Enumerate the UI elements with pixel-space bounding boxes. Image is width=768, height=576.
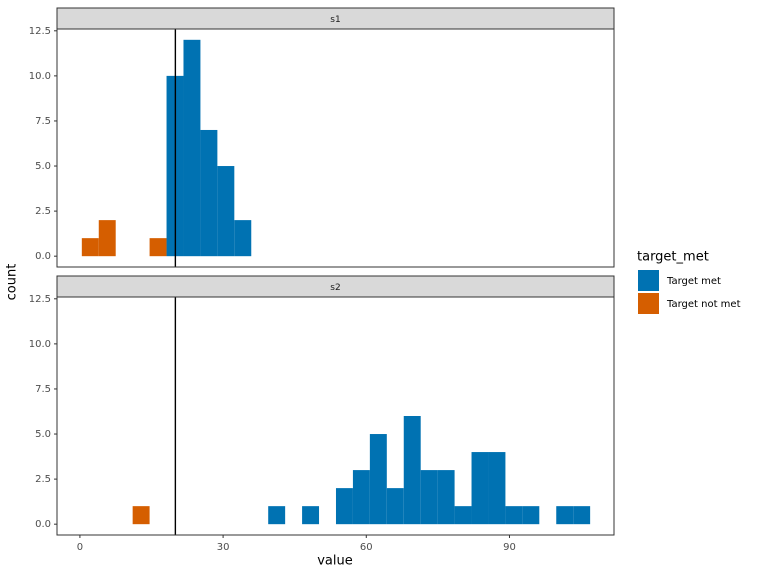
bar <box>217 166 235 257</box>
bar <box>522 506 540 525</box>
y-axis-label: count <box>5 264 20 301</box>
bar <box>183 39 201 257</box>
y-tick-label: 0.0 <box>35 251 51 262</box>
y-tick-label: 5.0 <box>35 429 51 440</box>
bar <box>234 220 252 257</box>
y-tick-label: 10.0 <box>29 71 51 82</box>
bar <box>200 129 218 257</box>
bar <box>471 452 489 525</box>
bar <box>81 238 99 257</box>
bar <box>556 506 574 525</box>
bar <box>268 506 286 525</box>
bar <box>386 488 404 525</box>
bar <box>335 488 353 525</box>
legend-title: target_met <box>637 250 709 265</box>
y-tick-label: 12.5 <box>29 294 51 305</box>
bar <box>454 506 472 525</box>
y-tick-label: 2.5 <box>35 474 51 485</box>
bar <box>437 470 455 525</box>
bar <box>352 470 370 525</box>
legend-key <box>638 270 659 291</box>
bar <box>98 220 116 257</box>
bar <box>369 434 387 525</box>
strip-label: s1 <box>330 15 340 25</box>
panel-border <box>56 296 615 536</box>
y-tick-label: 5.0 <box>35 161 51 172</box>
bar <box>132 506 150 525</box>
legend-label: Target met <box>666 276 721 287</box>
y-tick-label: 7.5 <box>35 384 51 395</box>
y-tick-label: 7.5 <box>35 116 51 127</box>
bar <box>403 416 421 525</box>
legend-label: Target not met <box>666 299 741 310</box>
legend-key <box>638 293 659 314</box>
x-tick-label: 0 <box>77 542 83 553</box>
y-tick-label: 0.0 <box>35 519 51 530</box>
bar <box>488 452 506 525</box>
x-tick-label: 30 <box>217 542 230 553</box>
bar <box>573 506 591 525</box>
panel-border <box>56 28 615 268</box>
strip-label: s2 <box>330 283 340 293</box>
bar <box>149 238 167 257</box>
y-tick-label: 10.0 <box>29 339 51 350</box>
bar <box>505 506 523 525</box>
x-tick-label: 90 <box>503 542 516 553</box>
bar <box>420 470 438 525</box>
x-axis-label: value <box>317 554 353 569</box>
x-tick-label: 60 <box>360 542 373 553</box>
bar <box>302 506 320 525</box>
y-tick-label: 12.5 <box>29 26 51 37</box>
y-tick-label: 2.5 <box>35 206 51 217</box>
